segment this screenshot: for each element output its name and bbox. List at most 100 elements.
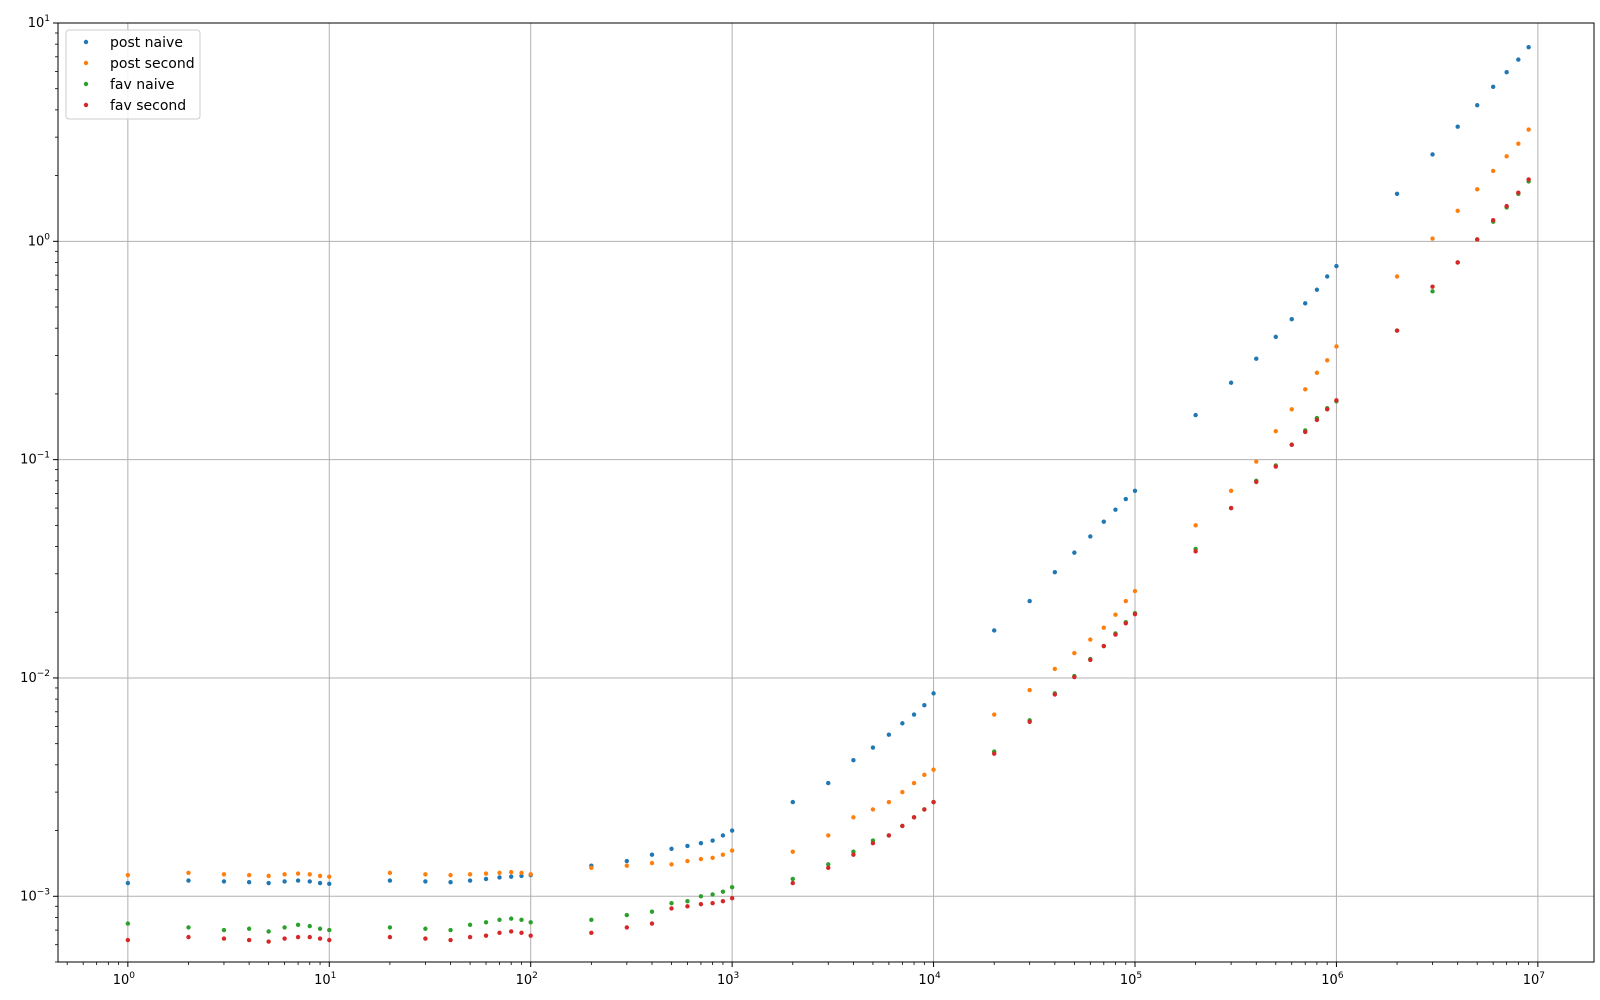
data-point — [922, 703, 927, 708]
data-point — [266, 929, 271, 934]
data-point — [1325, 358, 1330, 363]
data-point — [698, 841, 704, 846]
data-point — [911, 712, 917, 717]
y-tick-label: 101 — [28, 14, 50, 31]
data-point — [519, 873, 524, 879]
data-point — [519, 917, 524, 923]
data-point — [467, 872, 473, 877]
data-point — [467, 934, 473, 940]
data-point — [1289, 407, 1294, 412]
data-point — [327, 937, 332, 943]
data-point — [710, 838, 715, 843]
data-point — [423, 936, 428, 941]
data-point — [698, 894, 704, 899]
data-point — [387, 934, 393, 940]
data-point — [1228, 380, 1234, 385]
data-point — [790, 876, 795, 882]
data-point — [125, 921, 131, 926]
data-point — [624, 912, 630, 918]
data-point — [1289, 316, 1294, 322]
legend-marker — [83, 60, 89, 66]
data-points — [125, 44, 1531, 944]
data-point — [497, 870, 502, 876]
data-point — [1394, 328, 1400, 333]
data-point — [282, 879, 287, 884]
data-point — [720, 833, 726, 838]
data-point — [1228, 505, 1234, 511]
y-tick-label: 10−3 — [20, 887, 50, 904]
data-point — [423, 879, 428, 884]
data-point — [1273, 464, 1278, 469]
data-point — [1193, 549, 1198, 554]
data-point — [1516, 190, 1521, 195]
data-point — [669, 862, 674, 867]
y-tick-label: 100 — [28, 232, 51, 249]
data-point — [685, 858, 690, 864]
data-point — [1430, 289, 1435, 294]
data-point — [1101, 625, 1106, 630]
data-point — [1289, 442, 1294, 447]
data-point — [1027, 719, 1032, 724]
data-point — [317, 873, 323, 879]
data-point — [1193, 412, 1198, 418]
data-point — [497, 930, 502, 936]
x-tick-label: 101 — [314, 971, 336, 988]
data-point — [483, 871, 489, 876]
data-point — [221, 879, 227, 884]
data-point — [327, 881, 332, 887]
data-point — [698, 901, 704, 907]
data-point — [387, 878, 393, 883]
data-point — [851, 849, 856, 854]
data-point — [624, 863, 630, 868]
data-point — [423, 872, 428, 877]
data-point — [483, 920, 489, 925]
data-point — [282, 936, 287, 941]
data-point — [669, 846, 674, 851]
data-point — [186, 934, 191, 940]
data-point — [1072, 550, 1077, 555]
data-point — [317, 936, 323, 941]
data-point — [1254, 356, 1259, 361]
data-point — [870, 745, 876, 750]
data-point — [295, 871, 301, 876]
legend: post naive post second fav naive fav second — [65, 29, 201, 120]
axis-ticks: 100 101 102 103 104 105 106 107 10−3 10−2 10−1 100 1… — [20, 14, 1545, 988]
data-point — [246, 937, 252, 943]
data-point — [911, 780, 917, 786]
x-tick-label: 106 — [1321, 971, 1344, 988]
data-point — [307, 923, 312, 929]
y-tick-label: 10−2 — [20, 669, 50, 686]
data-point — [922, 807, 927, 812]
data-point — [483, 876, 489, 882]
data-point — [710, 855, 715, 861]
data-point — [1455, 124, 1460, 129]
data-point — [729, 828, 735, 833]
data-point — [870, 807, 876, 812]
data-point — [448, 937, 453, 943]
data-point — [1254, 459, 1259, 464]
data-point — [992, 751, 997, 756]
data-point — [1430, 284, 1435, 289]
data-point — [497, 875, 502, 880]
data-point — [1314, 417, 1320, 423]
data-point — [246, 926, 252, 931]
data-point — [1455, 208, 1460, 213]
data-point — [790, 880, 795, 886]
data-point — [448, 927, 453, 933]
data-point — [221, 927, 227, 933]
data-point — [497, 917, 502, 923]
data-point — [729, 885, 735, 890]
data-point — [649, 852, 655, 857]
data-point — [1303, 429, 1308, 435]
legend-label: fav naive — [110, 77, 174, 93]
data-point — [886, 732, 892, 737]
data-point — [851, 815, 856, 820]
data-point — [710, 892, 715, 897]
data-point — [508, 869, 514, 875]
data-point — [790, 849, 795, 854]
data-point — [1101, 643, 1106, 649]
data-point — [1504, 70, 1509, 75]
data-point — [1475, 237, 1480, 242]
data-point — [1504, 203, 1509, 209]
data-point — [685, 843, 690, 849]
